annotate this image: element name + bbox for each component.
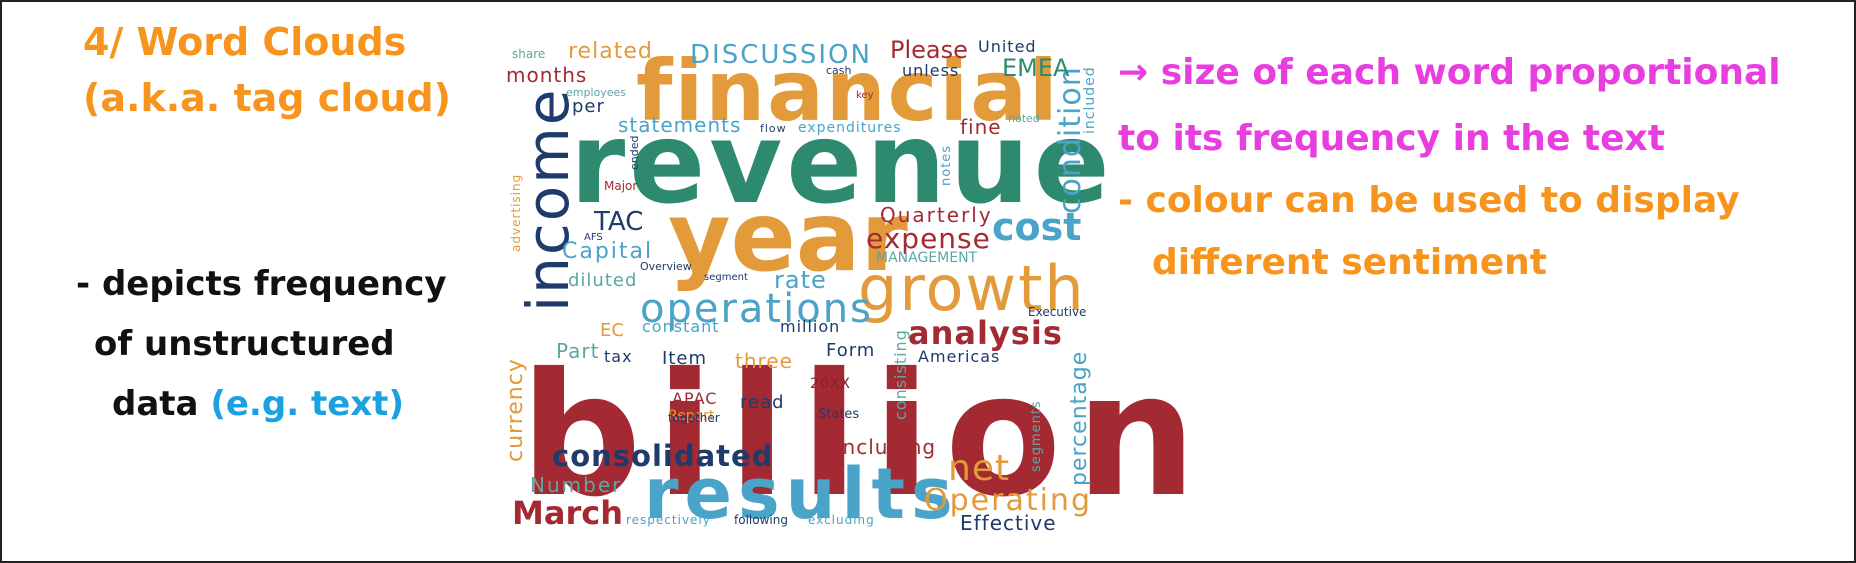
word-expenditures: expenditures [798,120,902,136]
word-revenue: revenue [570,99,1114,229]
size-proportional-line1: → size of each word proportional [1118,52,1781,93]
word-share: share [512,47,545,61]
word-percentage: percentage [1067,351,1092,486]
data-word: data [112,384,211,424]
depicts-frequency-line1: - depicts frequency [76,264,447,304]
word-three: three [735,349,793,373]
word-flow: flow [760,122,787,135]
eg-paren-open: ( [210,384,226,424]
word-segment: segment [704,272,748,283]
word-results: results [644,453,959,535]
word-year: year [668,181,908,293]
word-segments: segments [1029,400,1044,472]
word-ec: EC [600,320,624,341]
word-read: read [740,392,785,413]
word-consisting: consisting [891,329,910,420]
word-united: United [978,37,1037,56]
word-employees: employees [566,86,626,99]
slide-title-line1: 4/ Word Clouds [83,20,407,64]
word-part: Part [556,339,599,363]
word-net: net [948,448,1010,489]
word-excluding: excluding [808,513,875,527]
word-statements: statements [618,113,741,137]
word-capital: Capital [562,239,653,264]
word-months: months [506,63,587,87]
word-including: including [836,435,936,459]
word-included: included [1082,66,1098,134]
word-analysis: analysis [908,314,1063,352]
word-diluted: diluted [568,270,637,291]
word-item: Item [662,348,707,369]
eg-paren-close: ) [388,384,404,424]
word-report: Report [668,408,715,424]
word-discussion: DISCUSSION [690,40,872,70]
word-growth: growth [858,252,1086,325]
slide-title-line2: (a.k.a. tag cloud) [83,76,451,120]
word-major: Major [604,179,637,193]
word-emea: EMEA [1002,54,1070,82]
colour-sentiment-line2: different sentiment [1152,242,1548,283]
word-financial: financial [636,42,1060,140]
word-condition: condition [1053,66,1088,214]
word-americas: Americas [918,347,1000,366]
depicts-frequency-line2: of unstructured [94,324,395,364]
word-states: States [818,407,859,422]
word-expense: expense [866,222,991,255]
word-effective: Effective [960,511,1057,535]
colour-sentiment-line1: - colour can be used to display [1118,180,1740,221]
word-apac: APAC [672,389,717,408]
word-cost: cost [992,205,1081,249]
word-tac: TAC [593,207,643,237]
word-rate: rate [774,266,827,294]
word-consolidated: consolidated [552,439,773,473]
word-please: Please [890,36,968,64]
word-noted: noted [1008,112,1040,125]
word-overview: Overview [640,260,692,273]
word-currency: currency [503,358,528,462]
eg-text: e.g. text [225,384,389,424]
word-cash: cash [826,64,852,77]
word-million: million [780,317,840,336]
word-together: together [668,411,720,425]
depicts-frequency-line3: data (e.g. text) [112,384,404,424]
size-proportional-line2: to its frequency in the text [1118,118,1665,159]
word-advertising: advertising [509,174,523,252]
word-march: March [512,494,623,532]
word-ended: ended [628,136,641,170]
word-operations: operations [640,286,873,332]
word-quarterly: Quarterly [880,203,993,227]
word-income: income [514,88,582,312]
word-notes: notes [939,145,954,186]
word-key: key [856,90,874,101]
word-billion: billion [520,337,1211,535]
word-respectively: respectively [626,513,711,527]
word-20xx: 20XX [810,376,851,392]
word-operating: Operating [924,483,1092,518]
word-unless: unless [902,61,959,80]
word-executive: Executive [1028,305,1086,319]
word-following: following [734,513,788,527]
word-management: MANAGEMENT [876,250,978,266]
word-tax: tax [604,347,633,366]
word-constant: constant [642,317,720,336]
word-number: Number [530,473,622,497]
word-form: Form [826,340,875,361]
word-per: per [572,96,605,117]
word-fine: fine [960,115,1002,139]
word-related: related [568,39,653,64]
word-afs: AFS [584,232,603,243]
